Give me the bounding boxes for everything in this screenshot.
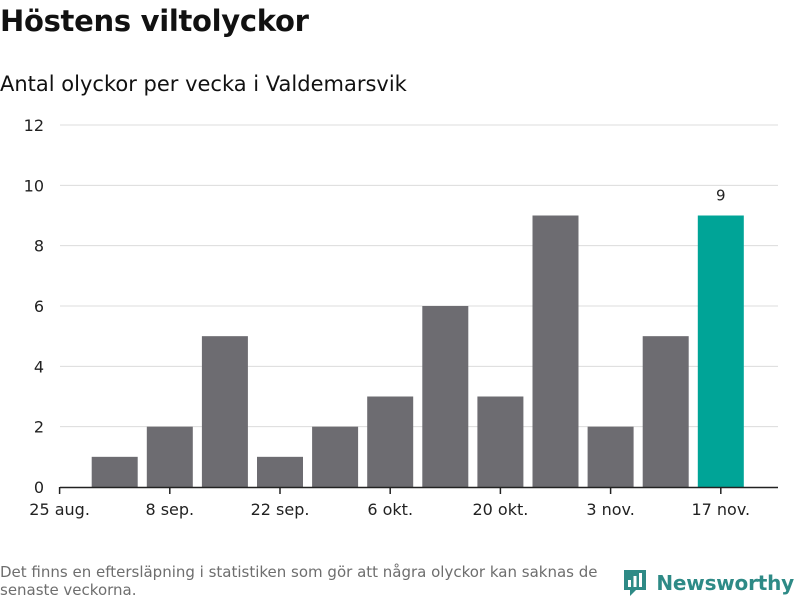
newsworthy-logo-text: Newsworthy bbox=[656, 571, 794, 595]
bar bbox=[257, 456, 303, 487]
bar bbox=[477, 396, 524, 487]
bar bbox=[642, 336, 689, 487]
x-tick-label: 6 okt. bbox=[367, 500, 413, 519]
y-tick-label: 6 bbox=[34, 297, 44, 316]
bar-chart: 0 2 4 6 8 10 12 9 25 aug. 8 sep. 22 sep. 6 okt. 20 o… bbox=[24, 116, 778, 519]
footnote: Det finns en eftersläpning i statistiken… bbox=[0, 563, 598, 599]
x-tick-label: 22 sep. bbox=[251, 500, 310, 519]
y-tick-label: 4 bbox=[34, 357, 44, 376]
x-tick-label: 17 nov. bbox=[691, 500, 750, 519]
x-tick-label: 20 okt. bbox=[472, 500, 528, 519]
bar-highlighted bbox=[697, 215, 744, 487]
x-tick-label: 3 nov. bbox=[586, 500, 635, 519]
bar bbox=[91, 456, 138, 487]
x-tick-label: 25 aug. bbox=[29, 500, 90, 519]
data-label: 9 bbox=[716, 187, 726, 205]
newsworthy-logo: Newsworthy bbox=[622, 568, 794, 598]
bar bbox=[312, 426, 359, 487]
bar bbox=[587, 426, 634, 487]
y-tick-label: 2 bbox=[34, 418, 44, 437]
y-tick-label: 8 bbox=[34, 237, 44, 256]
y-tick-label: 0 bbox=[34, 478, 44, 497]
bar bbox=[532, 215, 579, 487]
bar bbox=[146, 426, 193, 487]
x-tick-label: 8 sep. bbox=[145, 500, 194, 519]
y-tick-label: 12 bbox=[24, 116, 44, 135]
newsworthy-logo-icon bbox=[624, 570, 647, 596]
bar bbox=[367, 396, 414, 487]
y-tick-label: 10 bbox=[24, 176, 44, 195]
bar bbox=[422, 306, 469, 487]
chart-subtitle: Antal olyckor per vecka i Valdemarsvik bbox=[0, 72, 407, 96]
chart-title: Höstens viltolyckor bbox=[0, 4, 309, 38]
bar bbox=[201, 336, 248, 487]
